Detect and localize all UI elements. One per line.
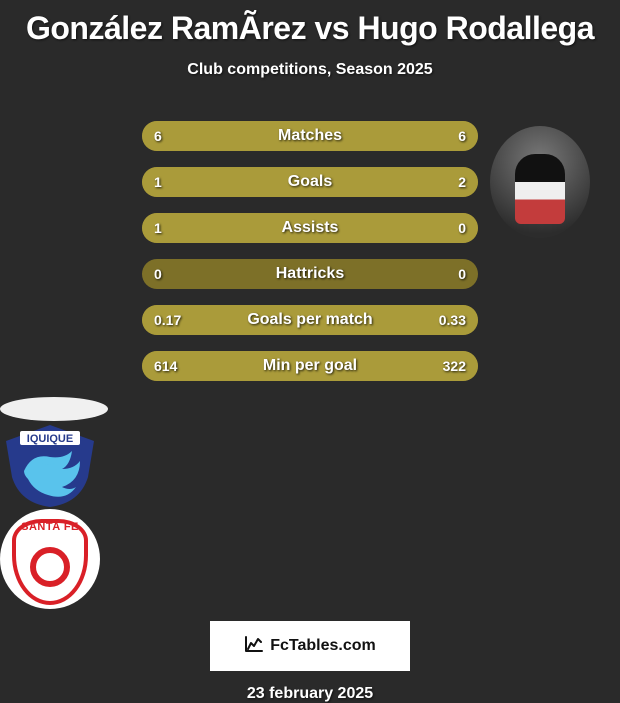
club-right-name: SANTA FE xyxy=(16,521,84,533)
stat-row: Assists1 0 xyxy=(142,213,478,243)
stat-label: Min per goal xyxy=(142,357,478,375)
stat-row: Goals per match0.17 0.33 xyxy=(142,305,478,335)
stat-value-right: 322 xyxy=(443,358,466,374)
stat-value-left: 1 xyxy=(154,220,162,236)
stat-value-left: 0.17 xyxy=(154,312,181,328)
stat-row: Matches6 6 xyxy=(142,121,478,151)
footer-site: FcTables.com xyxy=(270,637,376,655)
stat-value-left: 0 xyxy=(154,266,162,282)
stats-table: Matches66Goals12Assists10Hattricks00Goal… xyxy=(142,121,478,381)
club-left-name: IQUIQUE xyxy=(27,433,73,445)
stat-row: Hattricks0 0 xyxy=(142,259,478,289)
page-title: González RamÃrez vs Hugo Rodallega xyxy=(0,0,620,47)
player-right-photo xyxy=(490,126,590,238)
stat-label: Hattricks xyxy=(142,265,478,283)
stat-label: Matches xyxy=(142,127,478,145)
stat-label: Goals per match xyxy=(142,311,478,329)
stat-row: Min per goal614 322 xyxy=(142,351,478,381)
stat-row: Goals1 2 xyxy=(142,167,478,197)
player-left-photo xyxy=(0,397,108,421)
stat-value-left: 1 xyxy=(154,174,162,190)
club-left-badge: IQUIQUE xyxy=(0,421,100,509)
subtitle: Club competitions, Season 2025 xyxy=(0,61,620,79)
stat-value-left: 6 xyxy=(154,128,162,144)
club-right-badge: SANTA FE xyxy=(0,509,100,609)
footer-attribution: FcTables.com xyxy=(210,621,410,671)
chart-icon xyxy=(244,635,264,658)
stat-value-right: 0.33 xyxy=(439,312,466,328)
stat-value-right: 2 xyxy=(458,174,466,190)
date-label: 23 february 2025 xyxy=(0,685,620,703)
stat-label: Assists xyxy=(142,219,478,237)
stat-value-right: 6 xyxy=(458,128,466,144)
stat-label: Goals xyxy=(142,173,478,191)
stat-value-left: 614 xyxy=(154,358,177,374)
stat-value-right: 0 xyxy=(458,266,466,282)
stat-value-right: 0 xyxy=(458,220,466,236)
